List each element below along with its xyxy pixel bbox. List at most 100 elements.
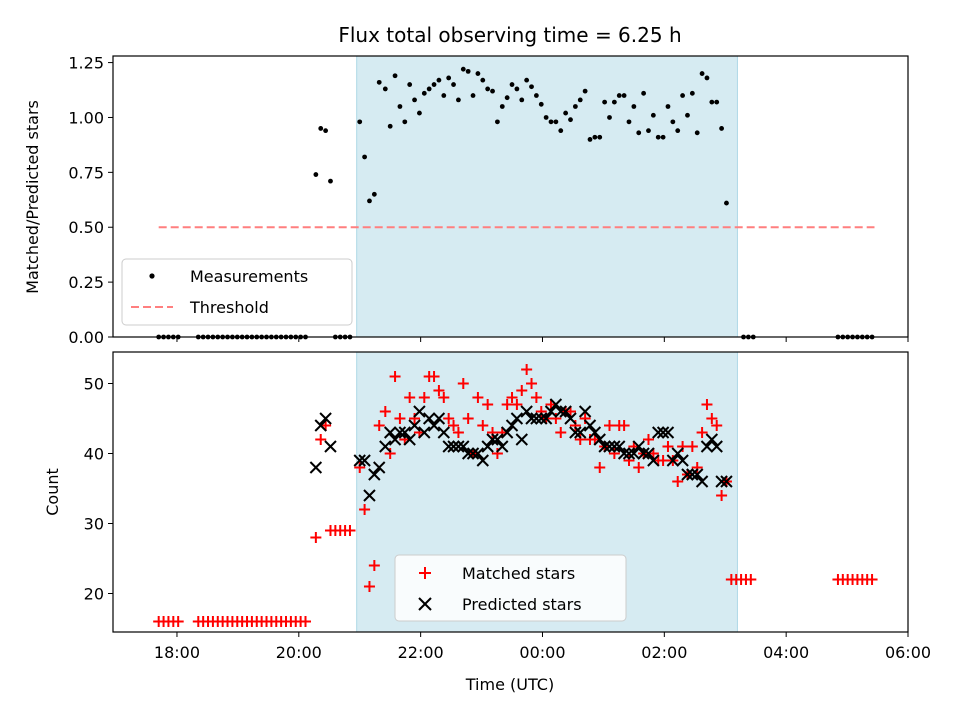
measurement-point (357, 119, 363, 125)
predicted-star-point (373, 461, 386, 474)
top-y-ticks: 0.00 0.25 0.50 0.75 1.00 1.25 (68, 54, 113, 347)
matched-star-point (623, 455, 635, 466)
matched-star-point (521, 364, 533, 375)
predicted-star-point (481, 440, 494, 453)
measurement-point (313, 172, 319, 177)
x-tick-label: 22:00 (398, 643, 444, 662)
predicted-star-point (647, 454, 660, 467)
predicted-star-point (476, 454, 489, 467)
matched-star-point (310, 532, 322, 543)
measurement-point (538, 101, 544, 107)
predicted-star-point (705, 433, 719, 446)
matched-star-point (438, 392, 450, 403)
matched-star-point (706, 413, 718, 424)
matched-star-point (354, 462, 366, 473)
predicted-star-point (520, 405, 533, 418)
measurement-point (480, 77, 486, 83)
matched-star-point (691, 462, 703, 473)
x-tick-label: 04:00 (763, 643, 809, 662)
predicted-star-point (437, 426, 451, 439)
predicted-star-point (564, 412, 577, 425)
predicted-star-point (363, 489, 376, 502)
measurement-point (490, 88, 495, 94)
predicted-star-point (598, 440, 611, 453)
matched-star-point (477, 420, 489, 431)
measurement-point (699, 71, 705, 76)
matched-star-point (418, 392, 430, 403)
predicted-star-point (471, 447, 485, 460)
measurement-point (621, 93, 627, 98)
measurement-point (456, 97, 461, 103)
y-tick-label: 50 (84, 375, 104, 394)
measurement-point (636, 130, 642, 136)
y-tick-label: 40 (84, 445, 104, 464)
matched-star-point (172, 616, 184, 627)
measurement-point (470, 93, 476, 98)
predicted-star-point (314, 419, 327, 432)
measurement-point (611, 99, 617, 105)
matched-star-point (642, 434, 654, 445)
matched-star-point (448, 420, 460, 431)
predicted-star-point (583, 419, 597, 432)
x-tick-label: 18:00 (154, 643, 200, 662)
measurement-point (655, 134, 661, 140)
measurement-point (602, 99, 608, 105)
matched-star-point (433, 385, 445, 396)
predicted-star-point (603, 440, 616, 453)
predicted-star-point (588, 426, 602, 439)
x-tick-label: 20:00 (276, 643, 322, 662)
matched-star-point (526, 378, 538, 389)
predicted-star-point (642, 447, 655, 460)
matched-star-point (696, 427, 708, 438)
matched-star-point (443, 413, 455, 424)
top-y-axis-label: Matched/Predicted stars (23, 100, 42, 294)
predicted-star-point (491, 433, 504, 446)
matched-star-point (368, 560, 380, 571)
predicted-star-point (656, 426, 670, 439)
matched-star-point (363, 581, 375, 592)
predicted-star-point (457, 440, 470, 453)
predicted-star-point (319, 412, 332, 425)
measurement-point (650, 112, 656, 118)
observing-window-shade-top (356, 55, 738, 338)
measurement-point (519, 97, 525, 103)
matched-star-point (569, 420, 581, 431)
chart-title: Flux total observing time = 6.25 h (338, 23, 681, 47)
measurement-point (558, 128, 564, 134)
legend-measurements-label: Measurements (190, 267, 308, 286)
predicted-star-point (383, 426, 397, 439)
predicted-star-point (681, 468, 694, 481)
measurement-point (451, 82, 456, 87)
measurement-point (371, 191, 377, 197)
measurement-point (680, 93, 685, 98)
matched-star-point (428, 371, 440, 382)
measurement-point (323, 128, 329, 134)
measurement-point (431, 82, 437, 87)
y-tick-label: 0.25 (68, 273, 104, 292)
x-tick-label: 02:00 (641, 643, 687, 662)
measurement-point (397, 104, 403, 109)
predicted-star-point (622, 447, 636, 460)
measurement-point (631, 104, 637, 109)
measurement-points (313, 66, 729, 206)
matched-star-point (662, 441, 674, 452)
predicted-star-point (578, 405, 592, 418)
legend-measurement-marker (149, 273, 155, 279)
predicted-star-point (676, 454, 689, 467)
measurement-point (568, 117, 573, 123)
measurement-point (367, 198, 372, 204)
measurement-point (436, 77, 442, 83)
predicted-star-point (691, 468, 704, 481)
predicted-star-point (398, 426, 412, 439)
measurement-point (607, 115, 612, 120)
predicted-star-point (358, 454, 371, 467)
predicted-star-point (569, 426, 582, 439)
matched-star-point (491, 448, 503, 459)
measurement-point (587, 137, 593, 142)
matched-star-point (677, 441, 689, 452)
measurement-point (533, 93, 539, 98)
matched-star-point (384, 448, 396, 459)
measurement-point (446, 75, 452, 81)
bottom-legend: Matched stars Predicted stars (394, 554, 627, 622)
matched-star-point (711, 420, 723, 431)
